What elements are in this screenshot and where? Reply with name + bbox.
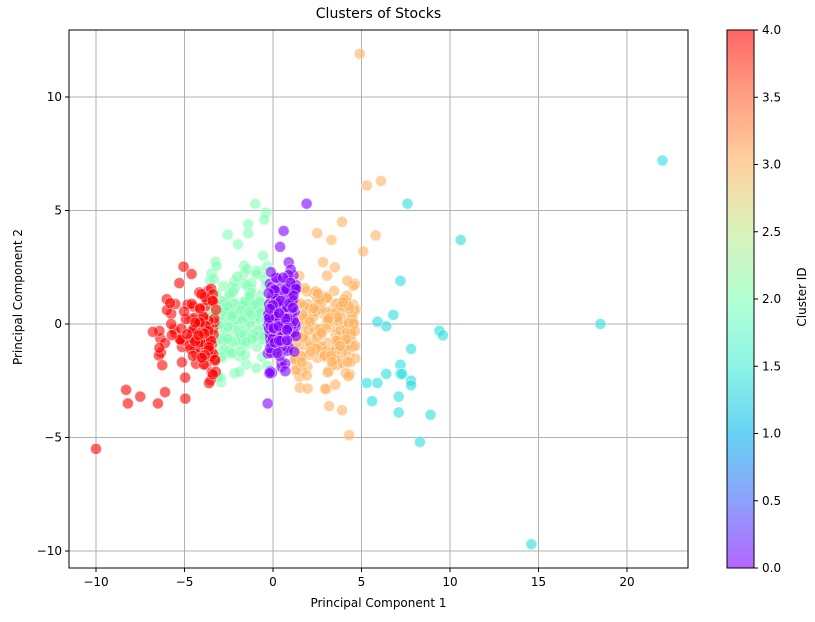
svg-text:3.5: 3.5 bbox=[762, 90, 781, 104]
svg-text:4.0: 4.0 bbox=[762, 23, 781, 37]
svg-text:0: 0 bbox=[269, 575, 277, 589]
svg-text:−5: −5 bbox=[44, 431, 62, 445]
svg-text:0: 0 bbox=[54, 317, 62, 331]
x-axis-label: Principal Component 1 bbox=[310, 596, 447, 610]
svg-text:15: 15 bbox=[531, 575, 546, 589]
svg-text:5: 5 bbox=[358, 575, 366, 589]
svg-text:2.0: 2.0 bbox=[762, 292, 781, 306]
svg-text:−10: −10 bbox=[83, 575, 108, 589]
svg-text:−5: −5 bbox=[176, 575, 194, 589]
svg-text:2.5: 2.5 bbox=[762, 225, 781, 239]
svg-text:0.5: 0.5 bbox=[762, 494, 781, 508]
svg-text:10: 10 bbox=[442, 575, 457, 589]
plot-frame bbox=[68, 29, 689, 569]
data-points bbox=[90, 47, 669, 551]
chart-title: Clusters of Stocks bbox=[315, 6, 442, 22]
svg-text:3.0: 3.0 bbox=[762, 158, 781, 172]
svg-text:0.0: 0.0 bbox=[762, 561, 781, 575]
svg-text:5: 5 bbox=[54, 204, 62, 218]
svg-text:−10: −10 bbox=[37, 544, 62, 558]
colorbar-ticks: 0.0 0.5 1.0 1.5 2.0 2.5 3.0 3.5 4.0 bbox=[754, 23, 781, 575]
colorbar bbox=[726, 29, 755, 569]
svg-text:20: 20 bbox=[619, 575, 634, 589]
svg-text:1.0: 1.0 bbox=[762, 427, 781, 441]
axis-ticks: −10 −5 0 5 10 15 20 −10 −5 0 5 10 bbox=[37, 90, 635, 589]
svg-text:10: 10 bbox=[47, 90, 62, 104]
svg-text:1.5: 1.5 bbox=[762, 359, 781, 373]
